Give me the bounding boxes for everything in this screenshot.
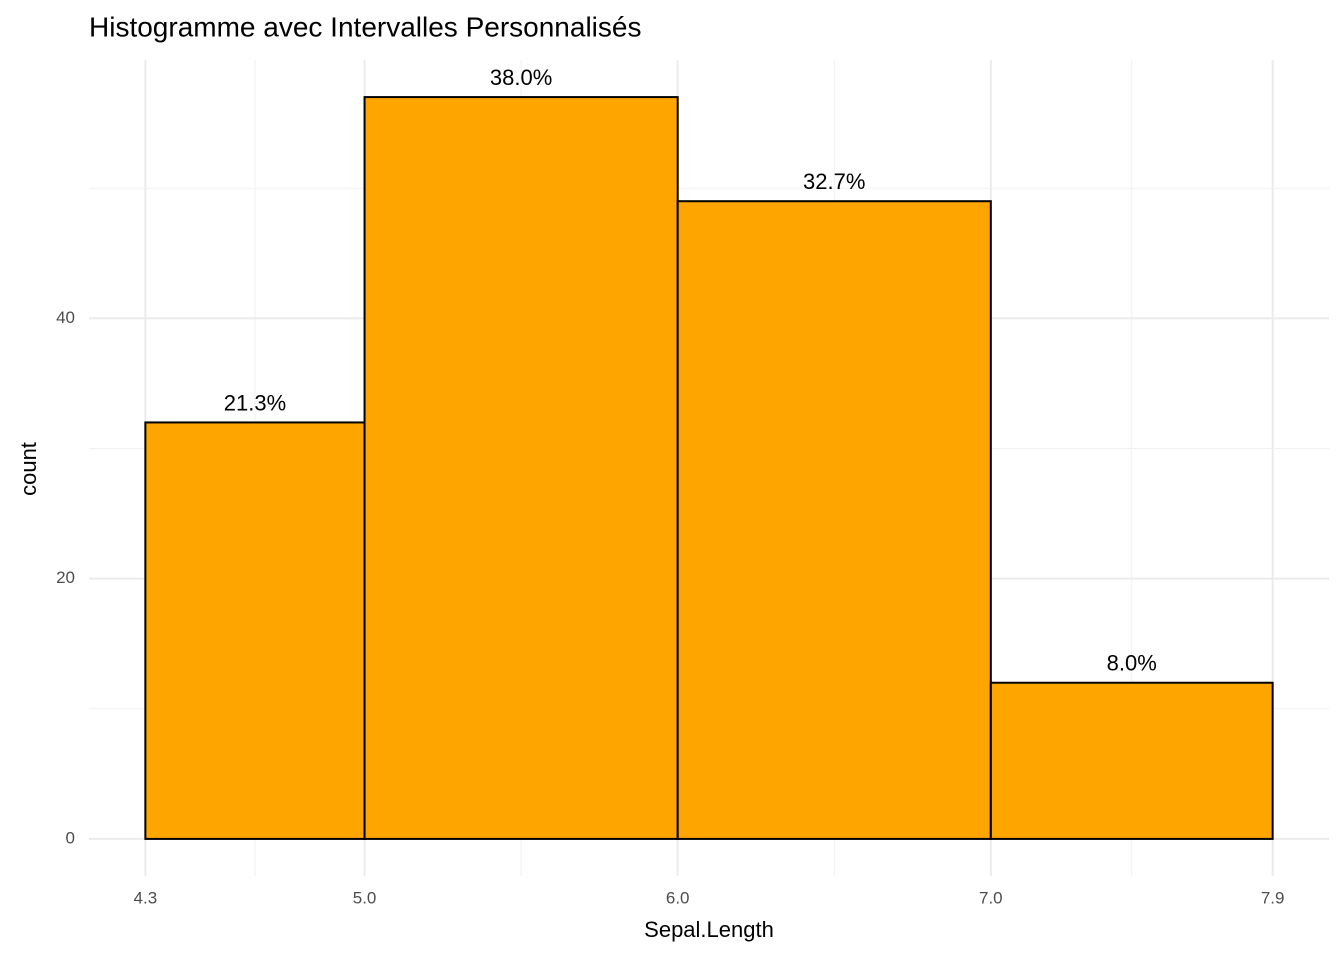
x-axis-label: Sepal.Length (644, 917, 774, 942)
bar (144, 421, 366, 840)
y-tick-label: 40 (56, 308, 75, 327)
chart-title: Histogramme avec Intervalles Personnalis… (89, 11, 641, 42)
bar-label: 21.3% (224, 390, 286, 415)
bar-label: 8.0% (1107, 651, 1157, 676)
bar-label: 32.7% (803, 169, 865, 194)
x-tick-label: 7.0 (979, 888, 1003, 907)
x-tick-label: 5.0 (353, 888, 377, 907)
x-tick-label: 4.3 (134, 888, 158, 907)
y-tick-label: 20 (56, 568, 75, 587)
bar-label: 38.0% (490, 65, 552, 90)
y-tick-label: 0 (66, 828, 75, 847)
bar (363, 96, 679, 840)
x-tick-label: 7.9 (1261, 888, 1285, 907)
bar (676, 200, 992, 840)
bar (989, 681, 1274, 840)
y-axis-label: count (16, 442, 41, 496)
x-tick-label: 6.0 (666, 888, 690, 907)
